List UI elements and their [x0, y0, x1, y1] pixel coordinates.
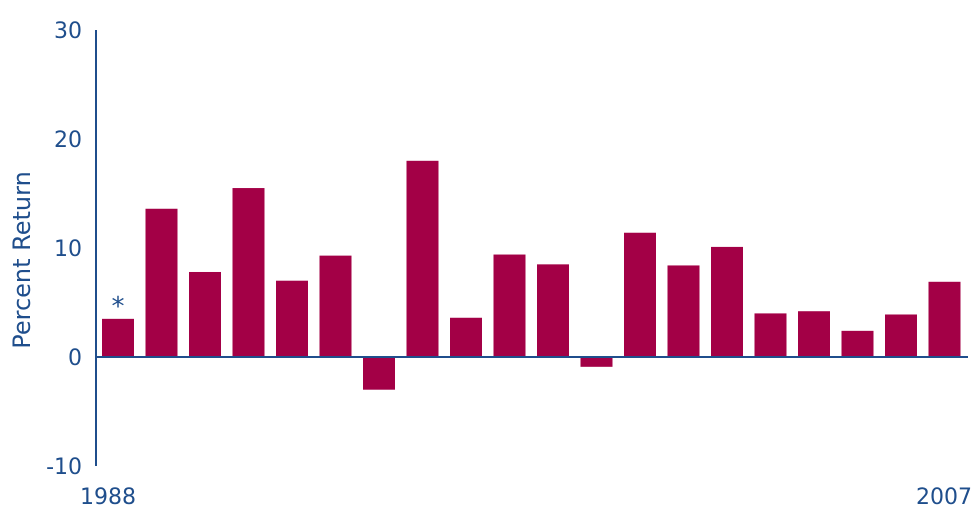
bar-1990: [189, 271, 221, 357]
y-tick-label: 10: [54, 237, 82, 262]
bars: [102, 160, 961, 390]
bar-2006: [885, 314, 917, 357]
x-tick-label-last: 2007: [916, 485, 972, 509]
bar-2004: [798, 311, 830, 357]
x-axis: 1988 2007: [80, 485, 972, 509]
y-tick-label: 20: [54, 128, 82, 153]
bar-1988: [102, 318, 134, 357]
bar-2001: [667, 265, 700, 357]
bar-2007: [928, 281, 961, 357]
bar-1995: [406, 160, 439, 357]
bar-1989: [145, 208, 178, 357]
annotations: *: [112, 292, 125, 322]
y-tick-label: 30: [54, 19, 82, 44]
bar-2002: [711, 246, 743, 357]
annotation-asterisk: *: [112, 292, 125, 322]
bar-1992: [276, 280, 308, 357]
bar-1997: [493, 254, 526, 357]
bar-1996: [450, 317, 482, 357]
y-axis-title: Percent Return: [8, 171, 36, 349]
y-tick-label: -10: [46, 455, 82, 480]
bar-2000: [624, 232, 656, 357]
bar-1998: [537, 264, 569, 357]
x-tick-label-first: 1988: [80, 485, 136, 509]
bar-1991: [232, 188, 265, 357]
bar-1999: [580, 357, 613, 367]
bar-2003: [754, 313, 787, 357]
bar-2005: [841, 330, 874, 357]
y-tick-label: 0: [68, 346, 82, 371]
y-axis: -10 0 10 20 30: [46, 19, 97, 480]
bar-1993: [319, 255, 352, 357]
bar-1994: [363, 357, 395, 390]
